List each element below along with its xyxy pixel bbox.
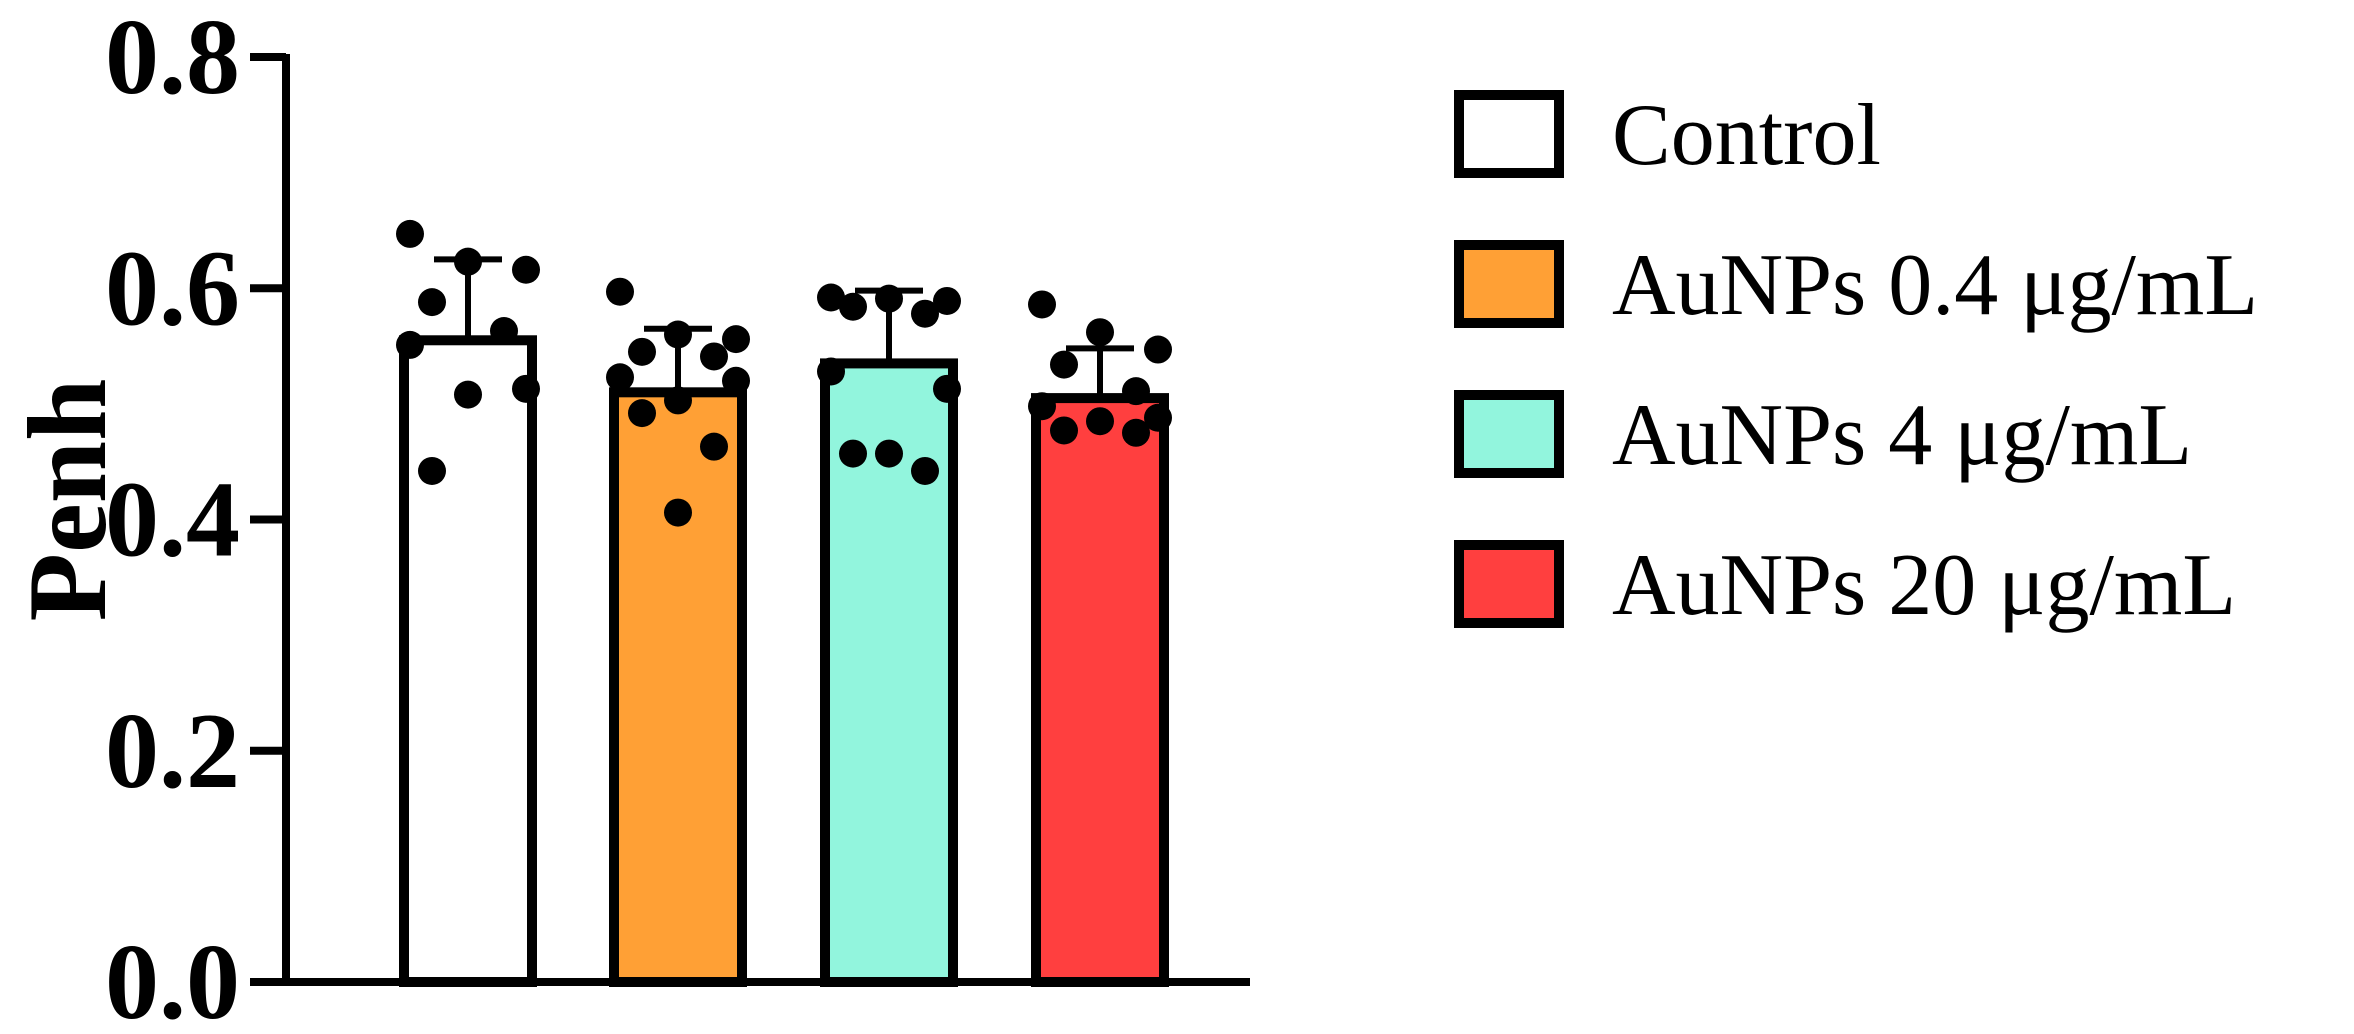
data-point (396, 219, 424, 248)
legend-swatch (1454, 540, 1564, 628)
data-point (1028, 392, 1056, 421)
data-point (628, 399, 656, 428)
data-point (396, 330, 424, 359)
y-tick-label: 0.4 (105, 461, 240, 580)
error-bars (434, 256, 1134, 399)
y-axis-title: Penh (6, 379, 130, 622)
bar (609, 387, 747, 987)
data-point (700, 432, 728, 461)
data-point (875, 439, 903, 468)
data-point (839, 292, 867, 321)
data-point (1086, 318, 1114, 347)
y-tick-label: 0.2 (105, 692, 240, 811)
data-point (1050, 416, 1078, 445)
legend-swatch (1454, 390, 1564, 478)
bar (1031, 393, 1169, 987)
data-point (512, 255, 540, 284)
data-point (1144, 403, 1172, 432)
bars (399, 335, 1169, 987)
data-point (664, 386, 692, 415)
legend-label: AuNPs 20 μg/mL (1612, 537, 2236, 634)
data-point (722, 366, 750, 395)
data-point (817, 283, 845, 312)
legend-label: Control (1612, 87, 1881, 184)
data-point (839, 439, 867, 468)
data-point (664, 498, 692, 527)
data-point (1144, 335, 1172, 364)
data-point (454, 247, 482, 276)
y-tick-label: 0.0 (105, 923, 240, 1034)
data-point (933, 374, 961, 403)
data-point (722, 325, 750, 354)
legend-label: AuNPs 0.4 μg/mL (1612, 237, 2258, 334)
data-point (1086, 407, 1114, 436)
data-point (664, 320, 692, 349)
data-point (418, 456, 446, 485)
legend-label: AuNPs 4 μg/mL (1612, 387, 2192, 484)
data-point (911, 456, 939, 485)
data-point (512, 374, 540, 403)
data-points (396, 219, 1172, 527)
data-point (817, 357, 845, 386)
legend-swatch (1454, 90, 1564, 178)
data-point (1122, 418, 1150, 447)
data-point (628, 337, 656, 366)
data-point (1028, 290, 1056, 319)
y-tick-label: 0.8 (105, 0, 240, 117)
data-point (933, 286, 961, 315)
data-point (875, 284, 903, 313)
data-point (606, 277, 634, 306)
data-point (418, 288, 446, 317)
y-axis: 0.0 0.2 0.4 0.6 0.8 (105, 0, 290, 1034)
data-point (490, 317, 518, 346)
data-point (606, 363, 634, 392)
y-tick-label: 0.6 (105, 229, 240, 348)
data-point (700, 342, 728, 371)
bar (399, 335, 537, 987)
data-point (911, 299, 939, 328)
data-point (1122, 377, 1150, 406)
legend-swatch (1454, 240, 1564, 328)
data-point (454, 380, 482, 409)
legend: Control AuNPs 0.4 μg/mL AuNPs 4 μg/mL AuNPs… (1454, 87, 2258, 634)
data-point (1050, 350, 1078, 379)
